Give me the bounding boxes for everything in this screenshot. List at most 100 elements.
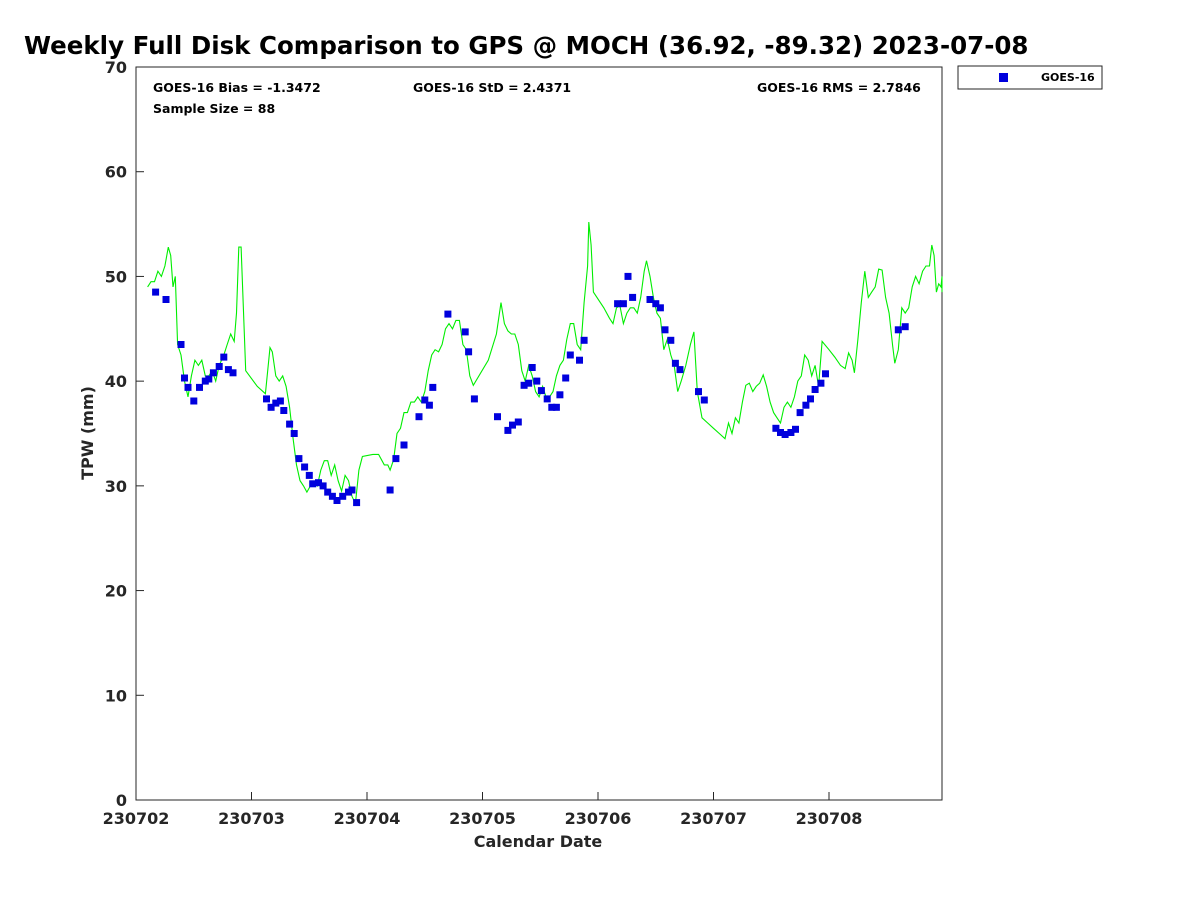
goes16-point bbox=[556, 391, 564, 399]
goes16-point bbox=[777, 429, 784, 436]
x-tick-label: 230706 bbox=[565, 809, 632, 828]
goes16-point bbox=[305, 471, 313, 479]
goes16-point bbox=[520, 381, 528, 389]
goes16-point bbox=[807, 395, 814, 403]
goes16-point bbox=[392, 455, 400, 463]
goes16-point bbox=[566, 351, 574, 359]
goes16-point bbox=[319, 482, 327, 490]
legend: GOES-16 bbox=[957, 65, 1103, 90]
goes16-point bbox=[792, 425, 799, 433]
x-tick-label: 230703 bbox=[218, 809, 285, 828]
goes16-point bbox=[348, 486, 356, 494]
goes16-point bbox=[280, 407, 288, 414]
x-tick-label: 230707 bbox=[680, 809, 747, 828]
goes16-series-layer bbox=[152, 272, 909, 507]
goes16-point bbox=[656, 304, 664, 312]
goes16-point bbox=[421, 396, 429, 404]
goes16-point bbox=[781, 431, 789, 438]
x-tick-label: 230702 bbox=[103, 809, 170, 828]
goes16-point bbox=[624, 272, 632, 280]
goes16-point bbox=[514, 418, 522, 426]
goes16-point bbox=[802, 401, 810, 409]
chart-title: Weekly Full Disk Comparison to GPS @ MOC… bbox=[24, 31, 1028, 60]
goes16-point bbox=[301, 463, 309, 471]
x-axis-label: Calendar Date bbox=[474, 832, 603, 851]
goes16-point bbox=[576, 356, 583, 364]
goes16-point bbox=[328, 492, 336, 500]
goes16-point bbox=[444, 310, 452, 318]
y-tick-label: 50 bbox=[105, 267, 127, 286]
y-tick-label: 30 bbox=[105, 477, 127, 496]
goes16-point bbox=[224, 366, 232, 374]
goes16-point bbox=[215, 363, 223, 370]
goes16-point bbox=[552, 403, 560, 411]
goes16-point bbox=[629, 293, 637, 301]
bias-stat: GOES-16 Bias = -1.3472 bbox=[153, 80, 321, 95]
y-tick-label: 70 bbox=[105, 58, 127, 77]
goes16-point bbox=[661, 326, 669, 334]
goes16-point bbox=[811, 386, 819, 393]
goes16-point bbox=[537, 387, 545, 395]
y-tick-label: 20 bbox=[105, 582, 127, 601]
y-tick-label: 60 bbox=[105, 163, 127, 182]
goes16-point bbox=[465, 348, 473, 356]
goes16-point bbox=[901, 323, 909, 331]
goes16-point bbox=[646, 296, 654, 303]
gps-line bbox=[147, 221, 943, 506]
goes16-point bbox=[324, 488, 332, 496]
goes16-point bbox=[400, 441, 408, 449]
goes16-point bbox=[461, 328, 469, 336]
goes16-point bbox=[152, 288, 160, 296]
axis-ticks-layer: 0 10 20 30 40 50 60 70 230702 230703 230704 230705 2… bbox=[103, 58, 863, 828]
goes16-point bbox=[286, 420, 294, 428]
goes16-point bbox=[272, 399, 280, 407]
goes16-point bbox=[494, 413, 501, 421]
goes16-point bbox=[295, 455, 303, 463]
x-tick-label: 230705 bbox=[449, 809, 516, 828]
goes16-point bbox=[667, 336, 675, 344]
goes16-point bbox=[181, 374, 188, 382]
legend-box bbox=[957, 65, 1103, 90]
goes16-point bbox=[196, 383, 203, 391]
goes16-point bbox=[787, 429, 795, 436]
goes16-point bbox=[772, 424, 780, 432]
goes16-point bbox=[548, 403, 556, 411]
goes16-point bbox=[894, 326, 902, 334]
goes16-point bbox=[267, 403, 275, 411]
goes16-point bbox=[177, 341, 185, 348]
sample-size-stat: Sample Size = 88 bbox=[153, 101, 275, 116]
goes16-point bbox=[543, 395, 551, 403]
legend-marker-goes16 bbox=[999, 73, 1008, 82]
goes16-point bbox=[619, 300, 627, 308]
goes16-point bbox=[190, 397, 198, 405]
goes16-point bbox=[671, 359, 679, 367]
goes16-point bbox=[470, 395, 478, 403]
std-stat: GOES-16 StD = 2.4371 bbox=[413, 80, 571, 95]
goes16-point bbox=[184, 383, 192, 391]
rms-stat: GOES-16 RMS = 2.7846 bbox=[757, 80, 921, 95]
goes16-point bbox=[695, 388, 702, 396]
y-axis-label: TPW (mm) bbox=[78, 386, 97, 480]
legend-label-goes16: GOES-16 bbox=[1041, 71, 1095, 84]
goes16-point bbox=[333, 497, 341, 504]
goes16-point bbox=[509, 421, 516, 429]
plot-area bbox=[135, 66, 943, 801]
goes16-point bbox=[528, 364, 536, 371]
goes16-point bbox=[533, 377, 541, 385]
goes16-point bbox=[525, 379, 533, 387]
goes16-point bbox=[817, 379, 825, 387]
goes16-point bbox=[614, 300, 622, 308]
goes16-point bbox=[652, 300, 660, 308]
goes16-point bbox=[562, 374, 570, 382]
goes16-point bbox=[386, 486, 394, 494]
goes16-point bbox=[353, 499, 361, 507]
goes16-point bbox=[796, 409, 804, 417]
goes16-point bbox=[263, 395, 270, 403]
goes16-point bbox=[290, 430, 298, 437]
goes16-point bbox=[229, 369, 237, 377]
goes16-point bbox=[205, 375, 213, 383]
goes16-point bbox=[276, 397, 284, 405]
y-tick-label: 40 bbox=[105, 372, 127, 391]
goes16-point bbox=[425, 401, 433, 409]
